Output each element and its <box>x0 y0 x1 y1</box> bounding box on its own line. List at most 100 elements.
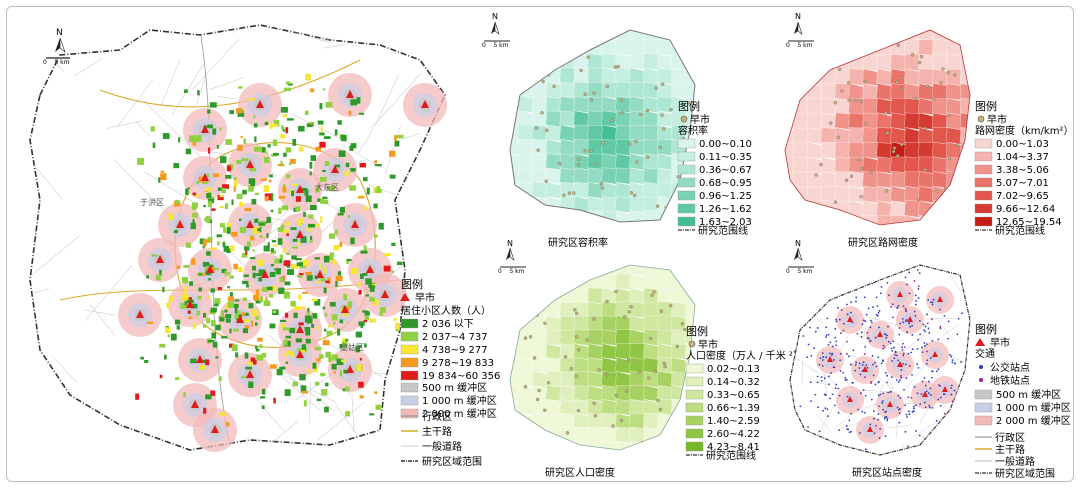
main-legend-pop-swatch <box>400 357 419 368</box>
pop-legend-class-label: 2.60~4.22 <box>707 429 760 440</box>
market-triangle-icon <box>346 90 354 98</box>
far-legend-class-label: 0.11~0.35 <box>699 152 752 163</box>
far-legend-class-label: 0.68~0.95 <box>699 178 752 189</box>
pop-legend-class-label: 4.23~8.41 <box>707 442 760 453</box>
main-map-markets <box>136 90 429 433</box>
figure-frame <box>6 6 1074 482</box>
far-legend-class-swatch <box>677 177 696 188</box>
main-legend: 图例 早市 居住小区人数（人） 2 036 以下 2 037~4 737 4 738… <box>400 277 500 468</box>
pop-legend-class-label: 0.02~0.13 <box>707 364 760 375</box>
pop-legend-class-swatch <box>685 441 704 452</box>
main-legend-population-title: 居住小区人数（人） <box>401 304 491 317</box>
market-triangle-icon <box>346 365 354 373</box>
road-legend-class-swatch <box>974 151 993 162</box>
main-legend-title: 图例 <box>401 277 423 291</box>
north-arrow-icon: N 0 5 km <box>786 12 814 49</box>
road-legend-class-swatch <box>974 203 993 214</box>
svg-text:早市: 早市 <box>987 113 1007 126</box>
road-legend-class-swatch <box>974 177 993 188</box>
svg-text:研究区域范围: 研究区域范围 <box>995 467 1055 480</box>
main-legend-pop-label: 9 278~19 833 <box>422 358 494 369</box>
pop-legend-class-label: 0.14~0.32 <box>707 377 760 388</box>
svg-text:早市: 早市 <box>698 338 718 351</box>
market-triangle-icon <box>136 310 144 318</box>
north-arrow-icon: N 0 5 km <box>786 239 814 275</box>
road-legend-class-label: 3.38~5.06 <box>996 165 1049 176</box>
north-arrow-icon: N 0 5 km <box>498 239 526 275</box>
far-legend-class-swatch <box>677 151 696 162</box>
north-arrow-icon: N <box>55 28 66 53</box>
main-legend-buffer-label: 500 m 缓冲区 <box>422 381 487 394</box>
population-density-map: N 0 5 km 研究区人口密度 <box>498 239 696 479</box>
main-map: 于洪区 大东区 皇姑区 N 0 5 km <box>29 24 447 452</box>
svg-text:公交站点: 公交站点 <box>990 361 1030 374</box>
svg-text:交通: 交通 <box>975 347 995 360</box>
pop-legend-class-label: 0.66~1.39 <box>707 403 760 414</box>
svg-text:路网密度（km/km²）: 路网密度（km/km²） <box>975 124 1073 137</box>
svg-text:N: N <box>56 28 63 38</box>
market-triangle-icon <box>246 220 254 228</box>
main-legend-pop-swatch <box>400 331 419 342</box>
far-legend-class-label: 0.96~1.25 <box>699 191 752 202</box>
road-legend-class-label: 1.04~3.37 <box>996 152 1049 163</box>
far-legend: 图例 早市 容积率 0.00~0.10 0.11~0.35 0.36~0.67 0.6… <box>677 99 752 237</box>
main-legend-pop-label: 2 037~4 737 <box>422 332 488 343</box>
main-legend-pop-swatch <box>400 370 419 381</box>
far-legend-class-swatch <box>677 216 696 227</box>
stations-caption: 研究区站点密度 <box>852 466 922 479</box>
pop-legend-class-swatch <box>685 402 704 413</box>
svg-text:研究范围线: 研究范围线 <box>698 224 748 237</box>
market-triangle-icon <box>296 230 304 238</box>
svg-text:0 5 km: 0 5 km <box>786 268 813 275</box>
market-triangle-icon <box>246 370 254 378</box>
far-legend-class-label: 0.00~0.10 <box>699 139 752 150</box>
stations-legend-buffer-swatch <box>974 389 993 400</box>
place-label-yuhong: 于洪区 <box>140 197 164 207</box>
main-legend-buffer-label: 1 000 m 缓冲区 <box>422 394 497 407</box>
road-legend-class-label: 12.65~19.54 <box>996 217 1062 228</box>
svg-text:地铁站点: 地铁站点 <box>990 374 1030 387</box>
pop-legend-class-swatch <box>685 389 704 400</box>
svg-text:一般道路: 一般道路 <box>995 455 1035 468</box>
svg-text:研究范围线: 研究范围线 <box>995 224 1045 237</box>
north-arrow-icon: N 0 5 km <box>482 12 510 49</box>
market-triangle-icon <box>366 265 374 273</box>
road-legend-class-swatch <box>974 164 993 175</box>
main-legend-buffer-label: 2 000 m 缓冲区 <box>422 407 497 420</box>
main-legend-pop-label: 19 834~60 356 <box>422 371 500 382</box>
main-legend-pop-swatch <box>400 318 419 329</box>
market-triangle-icon <box>176 220 184 228</box>
main-legend-district: 行政区 <box>422 410 452 423</box>
svg-text:N: N <box>507 239 513 248</box>
main-legend-main-road: 主干路 <box>422 425 452 438</box>
market-triangle-icon <box>351 220 359 228</box>
market-triangle-icon <box>381 290 389 298</box>
market-triangle-icon <box>256 100 264 108</box>
scale-bar: 0 5 km <box>43 57 70 66</box>
road-density-map: N 0 5 km 研究区路网密度 <box>784 12 971 249</box>
stations-legend-buffer-label: 2 000 m 缓冲区 <box>996 414 1071 427</box>
pop-legend-class-swatch <box>685 415 704 426</box>
market-triangle-icon <box>341 305 349 313</box>
pop-legend-class-swatch <box>685 363 704 374</box>
main-legend-buffer-swatch <box>400 395 419 406</box>
pop-legend-class-swatch <box>685 376 704 387</box>
stations-legend-buffer-swatch <box>974 402 993 413</box>
far-legend-class-label: 1.26~1.62 <box>699 204 752 215</box>
market-triangle-icon <box>236 315 244 323</box>
market-triangle-icon <box>211 425 219 433</box>
market-triangle-icon <box>186 300 194 308</box>
road-legend-class-swatch <box>974 190 993 201</box>
place-label-huanggu: 皇姑区 <box>340 342 364 352</box>
svg-text:N: N <box>492 12 498 21</box>
market-triangle-icon <box>201 173 209 181</box>
market-triangle-icon <box>191 400 199 408</box>
road-caption: 研究区路网密度 <box>848 236 918 249</box>
road-legend-class-label: 0.00~1.03 <box>996 139 1049 150</box>
market-triangle-icon <box>201 125 209 133</box>
svg-text:图例: 图例 <box>975 99 997 113</box>
road-legend: 图例 早市 路网密度（km/km²） 0.00~1.03 1.04~3.37 3.3… <box>974 99 1073 237</box>
market-triangle-icon <box>421 100 429 108</box>
